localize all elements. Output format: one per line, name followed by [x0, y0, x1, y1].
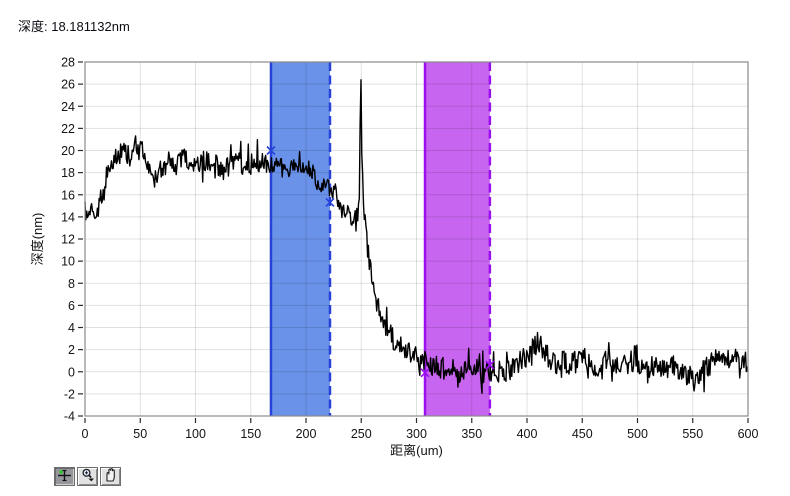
zoom-tool-button[interactable]	[77, 467, 98, 486]
y-tick-label: 4	[68, 321, 75, 335]
y-tick-label: 14	[61, 210, 75, 224]
x-tick-label: 250	[351, 427, 372, 441]
crosshair-icon	[57, 469, 72, 485]
blue-cursor-region-fill[interactable]	[270, 62, 330, 416]
x-tick-label: 150	[240, 427, 261, 441]
y-tick-label: 28	[61, 56, 75, 70]
x-tick-label: 400	[517, 427, 538, 441]
cursor-move-tool-button[interactable]	[54, 467, 75, 486]
x-tick-label: 0	[82, 427, 89, 441]
y-tick-label: 8	[68, 277, 75, 291]
x-tick-label: 350	[461, 427, 482, 441]
x-tick-label: 600	[738, 427, 759, 441]
y-tick-label: 0	[68, 365, 75, 379]
y-tick-label: 24	[61, 100, 75, 114]
x-tick-label: 200	[296, 427, 317, 441]
magnifier-icon	[80, 468, 95, 485]
x-tick-label: 500	[627, 427, 648, 441]
pan-tool-button[interactable]	[100, 467, 121, 486]
depth-readout: 深度: 18.181132nm	[18, 19, 130, 34]
y-tick-label: 18	[61, 166, 75, 180]
hand-icon	[103, 468, 118, 485]
y-tick-label: -2	[64, 387, 75, 401]
plot-frame	[84, 61, 749, 417]
y-tick-label: 10	[61, 255, 75, 269]
x-tick-label: 50	[133, 427, 147, 441]
y-tick-label: 22	[61, 122, 75, 136]
y-tick-label: 12	[61, 233, 75, 247]
y-tick-label: -4	[64, 410, 75, 424]
x-axis-label: 距离(um)	[390, 443, 443, 458]
y-tick-label: 20	[61, 144, 75, 158]
blue-cursor-region-marker[interactable]	[325, 197, 335, 208]
depth-profile-trace	[84, 79, 749, 394]
y-tick-label: 16	[61, 188, 75, 202]
graph-tools-palette	[54, 467, 121, 486]
y-tick-label: 6	[68, 299, 75, 313]
y-tick-label: 26	[61, 78, 75, 92]
y-tick-label: 2	[68, 343, 75, 357]
x-tick-label: 100	[185, 427, 206, 441]
magenta-cursor-region-marker[interactable]	[420, 368, 430, 378]
magenta-cursor-region-marker[interactable]	[485, 360, 495, 370]
y-axis-label: 深度(nm)	[30, 213, 45, 266]
x-tick-label: 550	[682, 427, 703, 441]
blue-cursor-region-marker[interactable]	[266, 145, 276, 156]
x-tick-label: 300	[406, 427, 427, 441]
x-tick-label: 450	[572, 427, 593, 441]
